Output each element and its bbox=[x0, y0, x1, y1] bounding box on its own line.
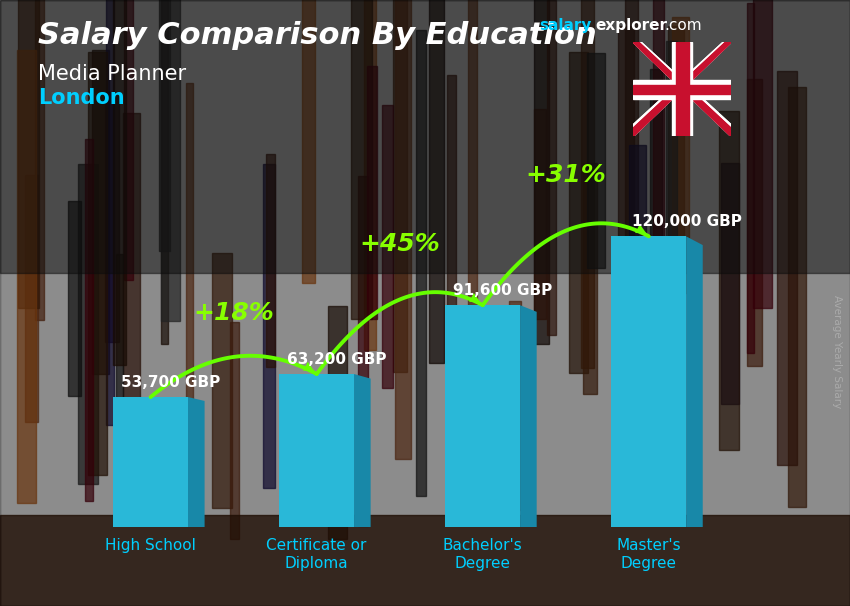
Polygon shape bbox=[633, 42, 731, 136]
Text: salary: salary bbox=[540, 18, 592, 33]
FancyBboxPatch shape bbox=[280, 374, 354, 527]
Text: +31%: +31% bbox=[525, 163, 606, 187]
Polygon shape bbox=[625, 0, 638, 334]
Polygon shape bbox=[230, 322, 239, 539]
Polygon shape bbox=[535, 108, 547, 319]
Polygon shape bbox=[633, 42, 731, 136]
Text: 91,600 GBP: 91,600 GBP bbox=[453, 283, 552, 298]
Polygon shape bbox=[382, 105, 393, 388]
Polygon shape bbox=[686, 236, 703, 527]
Polygon shape bbox=[264, 164, 275, 488]
Polygon shape bbox=[633, 42, 731, 136]
Polygon shape bbox=[653, 0, 664, 458]
Polygon shape bbox=[666, 41, 677, 267]
Text: Salary Comparison By Education: Salary Comparison By Education bbox=[38, 21, 597, 50]
Polygon shape bbox=[393, 0, 407, 372]
Polygon shape bbox=[676, 42, 688, 136]
Polygon shape bbox=[747, 79, 762, 367]
Polygon shape bbox=[650, 70, 662, 339]
Polygon shape bbox=[113, 0, 126, 365]
Polygon shape bbox=[753, 0, 772, 308]
Polygon shape bbox=[629, 145, 646, 463]
Polygon shape bbox=[468, 0, 477, 316]
Polygon shape bbox=[689, 261, 700, 460]
Polygon shape bbox=[509, 301, 521, 510]
Polygon shape bbox=[719, 111, 739, 450]
Polygon shape bbox=[633, 42, 731, 136]
Polygon shape bbox=[633, 85, 731, 94]
Polygon shape bbox=[106, 0, 115, 425]
Text: .com: .com bbox=[665, 18, 702, 33]
Polygon shape bbox=[721, 163, 740, 404]
Polygon shape bbox=[328, 306, 347, 539]
Polygon shape bbox=[788, 87, 806, 507]
Polygon shape bbox=[416, 30, 427, 496]
Text: Average Yearly Salary: Average Yearly Salary bbox=[832, 295, 842, 408]
Polygon shape bbox=[535, 0, 549, 344]
Polygon shape bbox=[162, 0, 179, 322]
Polygon shape bbox=[358, 176, 368, 526]
Text: 120,000 GBP: 120,000 GBP bbox=[632, 215, 742, 229]
Polygon shape bbox=[366, 66, 377, 319]
Text: London: London bbox=[38, 88, 125, 108]
Polygon shape bbox=[587, 53, 605, 268]
Polygon shape bbox=[159, 0, 170, 251]
Polygon shape bbox=[672, 17, 689, 293]
Polygon shape bbox=[747, 3, 754, 353]
Polygon shape bbox=[354, 374, 371, 527]
Polygon shape bbox=[547, 0, 556, 335]
Polygon shape bbox=[668, 27, 684, 438]
Text: +45%: +45% bbox=[360, 232, 440, 256]
Polygon shape bbox=[88, 52, 107, 475]
Polygon shape bbox=[672, 42, 692, 136]
Polygon shape bbox=[19, 0, 39, 308]
Polygon shape bbox=[25, 175, 38, 422]
Polygon shape bbox=[78, 164, 98, 484]
Polygon shape bbox=[633, 42, 731, 136]
Polygon shape bbox=[105, 92, 119, 342]
Polygon shape bbox=[93, 50, 109, 374]
Polygon shape bbox=[633, 42, 731, 136]
Text: 63,200 GBP: 63,200 GBP bbox=[286, 352, 386, 367]
Text: Media Planner: Media Planner bbox=[38, 64, 186, 84]
Polygon shape bbox=[777, 71, 796, 465]
Polygon shape bbox=[633, 42, 731, 136]
Polygon shape bbox=[85, 139, 93, 501]
Polygon shape bbox=[123, 113, 140, 430]
Polygon shape bbox=[581, 0, 594, 368]
Polygon shape bbox=[633, 42, 731, 136]
Polygon shape bbox=[212, 253, 232, 508]
Polygon shape bbox=[570, 52, 587, 373]
Polygon shape bbox=[0, 515, 850, 606]
Polygon shape bbox=[188, 397, 205, 527]
Polygon shape bbox=[447, 75, 456, 460]
Polygon shape bbox=[364, 0, 376, 350]
Polygon shape bbox=[633, 80, 731, 99]
Polygon shape bbox=[266, 154, 275, 367]
Polygon shape bbox=[428, 0, 445, 362]
Polygon shape bbox=[394, 0, 411, 459]
Polygon shape bbox=[186, 83, 193, 433]
Polygon shape bbox=[68, 201, 81, 396]
Polygon shape bbox=[124, 0, 133, 281]
Polygon shape bbox=[36, 0, 44, 320]
Polygon shape bbox=[618, 27, 634, 376]
Polygon shape bbox=[162, 0, 168, 344]
Polygon shape bbox=[520, 305, 536, 527]
FancyBboxPatch shape bbox=[113, 397, 188, 527]
FancyBboxPatch shape bbox=[611, 236, 686, 527]
Polygon shape bbox=[18, 50, 37, 503]
Text: +18%: +18% bbox=[193, 301, 274, 325]
Polygon shape bbox=[351, 0, 372, 319]
Text: 53,700 GBP: 53,700 GBP bbox=[121, 375, 220, 390]
Polygon shape bbox=[583, 163, 597, 393]
Polygon shape bbox=[302, 0, 315, 282]
Text: explorer: explorer bbox=[595, 18, 667, 33]
Polygon shape bbox=[0, 0, 850, 273]
FancyBboxPatch shape bbox=[445, 305, 520, 527]
Polygon shape bbox=[116, 254, 123, 505]
